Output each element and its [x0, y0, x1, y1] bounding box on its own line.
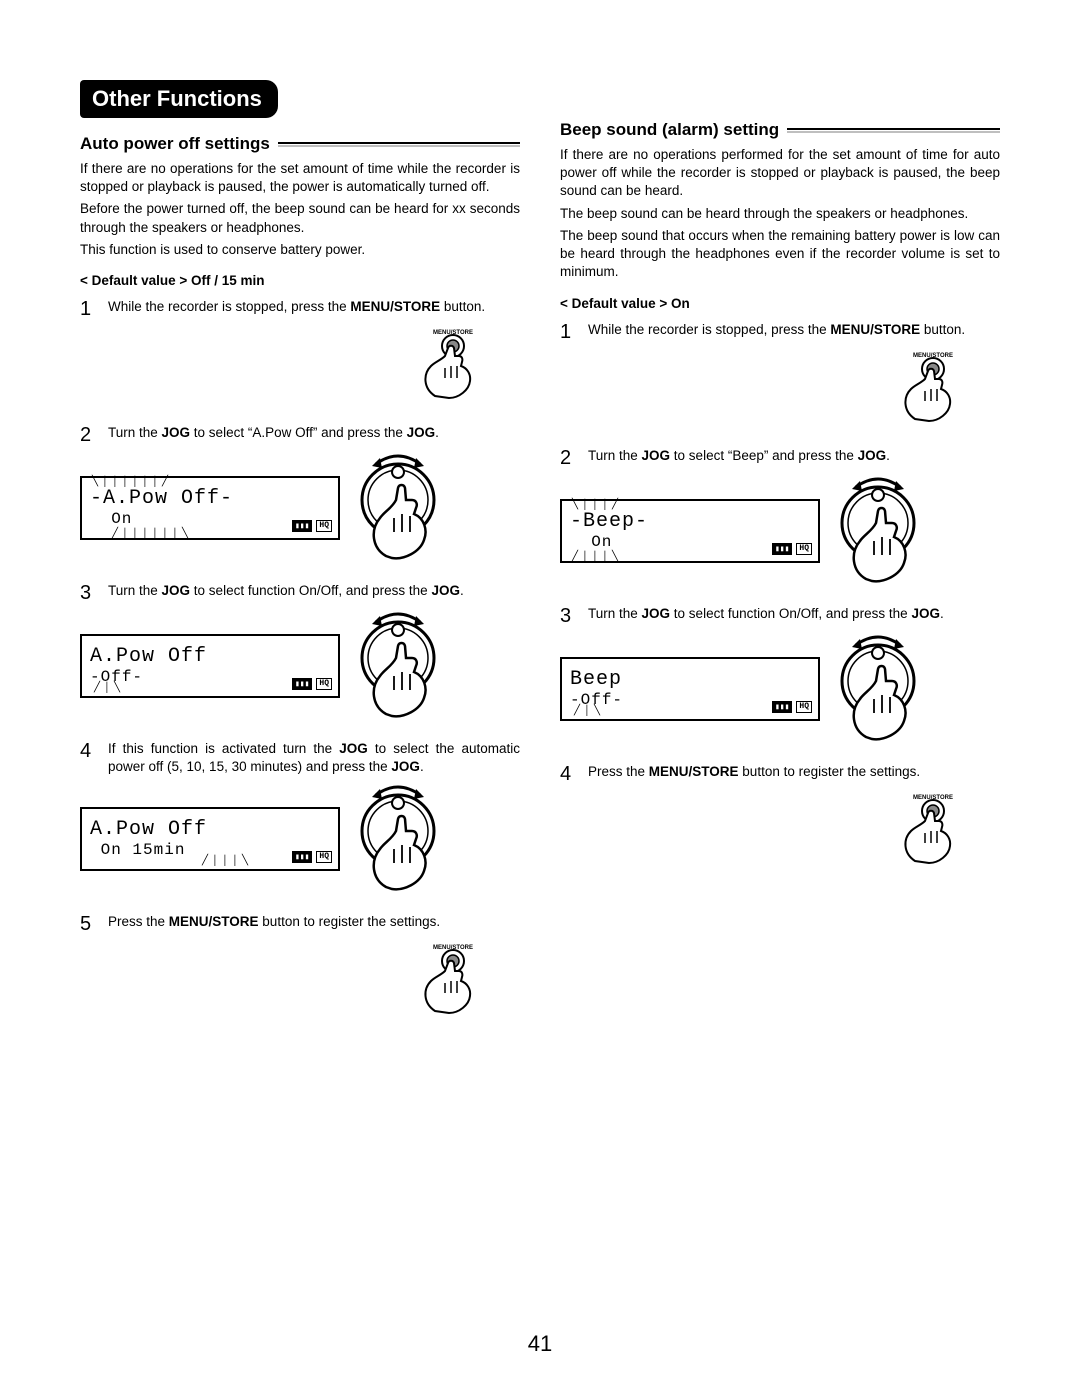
lcd-display: Beep -Off- ╱│╲ ▮▮▮HQ [560, 657, 820, 721]
step: 2 Turn the JOG to select “A.Pow Off” and… [80, 424, 520, 446]
lcd-display: A.Pow Off On 15min ╱│││╲ ▮▮▮ HQ [80, 807, 340, 871]
step-number: 1 [80, 298, 98, 320]
lcd-line1: Beep [583, 510, 635, 533]
paragraph: The beep sound that occurs when the rema… [560, 227, 1000, 282]
step: 3 Turn the JOG to select function On/Off… [560, 605, 1000, 627]
lcd-line2: On [111, 510, 132, 528]
illustration-lcd-jog: ╲│││╱ -Beep- On ╱│││╲ ▮▮▮HQ [560, 475, 1000, 587]
lcd-line2: On [591, 533, 612, 551]
paragraph: The beep sound can be heard through the … [560, 205, 1000, 223]
paragraph: If there are no operations performed for… [560, 146, 1000, 201]
page-number: 41 [0, 1331, 1080, 1357]
step-text: Press the MENU/STORE button to register … [588, 763, 1000, 785]
step: 2 Turn the JOG to select “Beep” and pres… [560, 447, 1000, 469]
illustration-press-button [560, 349, 1000, 429]
illustration-press-button [80, 941, 520, 1021]
battery-icon: ▮▮▮ [772, 543, 792, 555]
jog-dial-icon [358, 452, 443, 564]
illustration-lcd-jog: A.Pow Off On 15min ╱│││╲ ▮▮▮ HQ [80, 783, 520, 895]
lcd-display: ╲│││╱ -Beep- On ╱│││╲ ▮▮▮HQ [560, 499, 820, 563]
hq-badge: HQ [796, 701, 812, 713]
step-number: 2 [80, 424, 98, 446]
jog-dial-icon [358, 610, 443, 722]
subheading-text: Beep sound (alarm) setting [560, 120, 779, 140]
paragraph: Before the power turned off, the beep so… [80, 200, 520, 236]
step-text: Press the MENU/STORE button to register … [108, 913, 520, 935]
illustration-lcd-jog: ╲││││││╱ -A.Pow Off- On ╱││││││╲ ▮▮▮HQ [80, 452, 520, 564]
step: 1 While the recorder is stopped, press t… [80, 298, 520, 320]
paragraph: If there are no operations for the set a… [80, 160, 520, 196]
lcd-line2: On 15min [101, 841, 186, 859]
step: 3 Turn the JOG to select function On/Off… [80, 582, 520, 604]
press-button-icon [415, 941, 490, 1021]
selection-ticks: ╱│╲ [574, 705, 604, 717]
default-value: < Default value > Off / 15 min [80, 273, 520, 288]
step-number: 3 [560, 605, 578, 627]
jog-dial-icon [358, 783, 443, 895]
subheading-text: Auto power off settings [80, 134, 270, 154]
illustration-lcd-jog: Beep -Off- ╱│╲ ▮▮▮HQ [560, 633, 1000, 745]
step-number: 4 [80, 740, 98, 776]
step-number: 2 [560, 447, 578, 469]
subheading-beep-sound: Beep sound (alarm) setting [560, 120, 1000, 140]
lcd-line1: Beep [570, 668, 622, 691]
step-text: While the recorder is stopped, press the… [108, 298, 520, 320]
illustration-press-button [560, 791, 1000, 871]
lcd-line1: A.Pow Off [103, 487, 220, 510]
right-column: Beep sound (alarm) setting If there are … [560, 80, 1000, 1039]
selection-ticks: ╱│╲ [94, 682, 124, 694]
selection-ticks: ╱│││╲ [202, 855, 252, 867]
hq-badge: HQ [316, 678, 332, 690]
selection-ticks: ╲│││╱ [572, 499, 622, 511]
step-text: Turn the JOG to select “A.Pow Off” and p… [108, 424, 520, 446]
press-button-icon [415, 326, 490, 406]
jog-dial-icon [838, 633, 923, 745]
step: 4 Press the MENU/STORE button to registe… [560, 763, 1000, 785]
step-number: 5 [80, 913, 98, 935]
hq-badge: HQ [316, 520, 332, 532]
step-text: Turn the JOG to select “Beep” and press … [588, 447, 1000, 469]
lcd-line1: A.Pow Off [90, 645, 207, 668]
step-text: If this function is activated turn the J… [108, 740, 520, 776]
step-number: 4 [560, 763, 578, 785]
step: 1 While the recorder is stopped, press t… [560, 321, 1000, 343]
jog-dial-icon [838, 475, 923, 587]
step-text: While the recorder is stopped, press the… [588, 321, 1000, 343]
press-button-icon [895, 791, 970, 871]
hq-badge: HQ [316, 851, 332, 863]
step: 4 If this function is activated turn the… [80, 740, 520, 776]
battery-icon: ▮▮▮ [292, 851, 312, 863]
hq-badge: HQ [796, 543, 812, 555]
battery-icon: ▮▮▮ [772, 701, 792, 713]
left-column: Other Functions Auto power off settings … [80, 80, 520, 1039]
step-number: 3 [80, 582, 98, 604]
step-text: Turn the JOG to select function On/Off, … [108, 582, 520, 604]
lcd-display: ╲││││││╱ -A.Pow Off- On ╱││││││╲ ▮▮▮HQ [80, 476, 340, 540]
step: 5 Press the MENU/STORE button to registe… [80, 913, 520, 935]
step-number: 1 [560, 321, 578, 343]
subheading-auto-power-off: Auto power off settings [80, 134, 520, 154]
heading-rule [278, 141, 520, 147]
lcd-line1: A.Pow Off [90, 818, 207, 841]
illustration-press-button [80, 326, 520, 406]
illustration-lcd-jog: A.Pow Off -Off- ╱│╲ ▮▮▮HQ [80, 610, 520, 722]
lcd-display: A.Pow Off -Off- ╱│╲ ▮▮▮HQ [80, 634, 340, 698]
paragraph: This function is used to conserve batter… [80, 241, 520, 259]
selection-ticks: ╲││││││╱ [92, 476, 172, 488]
default-value: < Default value > On [560, 296, 1000, 311]
selection-ticks: ╱│││╲ [572, 551, 622, 563]
battery-icon: ▮▮▮ [292, 520, 312, 532]
press-button-icon [895, 349, 970, 429]
manual-page: Other Functions Auto power off settings … [80, 80, 1000, 1039]
battery-icon: ▮▮▮ [292, 678, 312, 690]
selection-ticks: ╱││││││╲ [112, 528, 192, 540]
heading-rule [787, 127, 1000, 133]
step-text: Turn the JOG to select function On/Off, … [588, 605, 1000, 627]
section-pill: Other Functions [80, 80, 278, 118]
